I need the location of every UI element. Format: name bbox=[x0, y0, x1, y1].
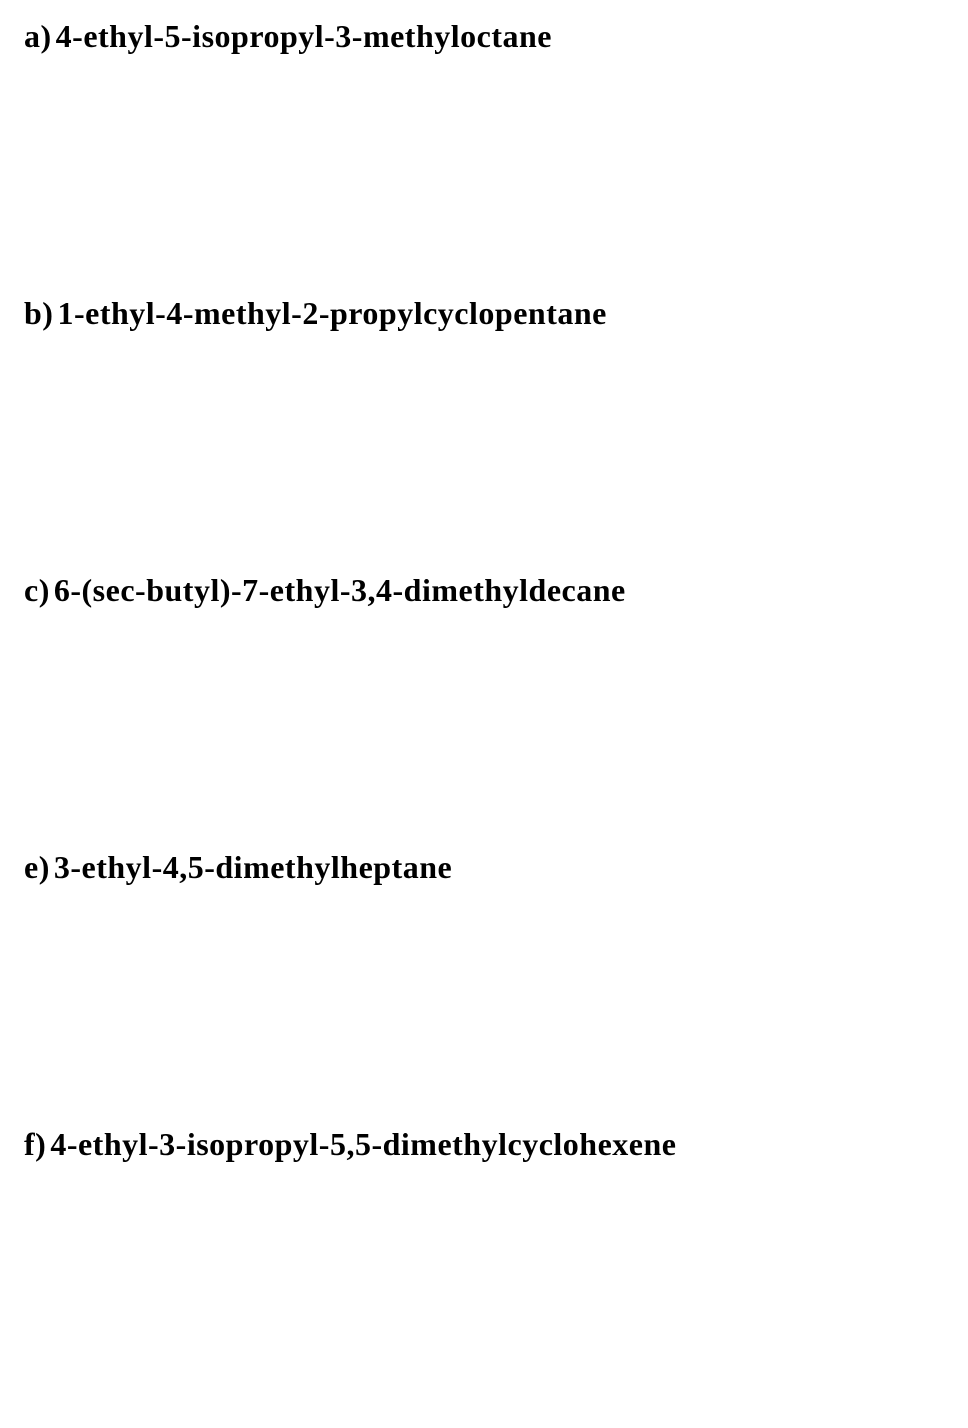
list-item-e: e) 3-ethyl-4,5-dimethylheptane bbox=[24, 849, 944, 886]
item-compound-f: 4-ethyl-3-isopropyl-5,5-dimethylcyclohex… bbox=[50, 1126, 676, 1162]
list-item-c: c) 6-(sec-butyl)-7-ethyl-3,4-dimethyldec… bbox=[24, 572, 944, 609]
item-compound-c: 6-(sec-butyl)-7-ethyl-3,4-dimethyldecane bbox=[54, 572, 626, 608]
item-text-f: f) bbox=[24, 1126, 46, 1162]
list-item-b: b) 1-ethyl-4-methyl-2-propylcyclopentane bbox=[24, 295, 944, 332]
list-item-a: a) 4-ethyl-5-isopropyl-3-methyloctane bbox=[24, 18, 944, 55]
item-text-a: a) bbox=[24, 18, 52, 54]
item-text-e: e) bbox=[24, 849, 50, 885]
item-text-b: b) bbox=[24, 295, 53, 331]
item-compound-b: 1-ethyl-4-methyl-2-propylcyclopentane bbox=[57, 295, 606, 331]
item-compound-e: 3-ethyl-4,5-dimethylheptane bbox=[54, 849, 452, 885]
item-compound-a: 4-ethyl-5-isopropyl-3-methyloctane bbox=[56, 18, 552, 54]
item-text-c: c) bbox=[24, 572, 50, 608]
list-item-f: f) 4-ethyl-3-isopropyl-5,5-dimethylcyclo… bbox=[24, 1126, 944, 1163]
